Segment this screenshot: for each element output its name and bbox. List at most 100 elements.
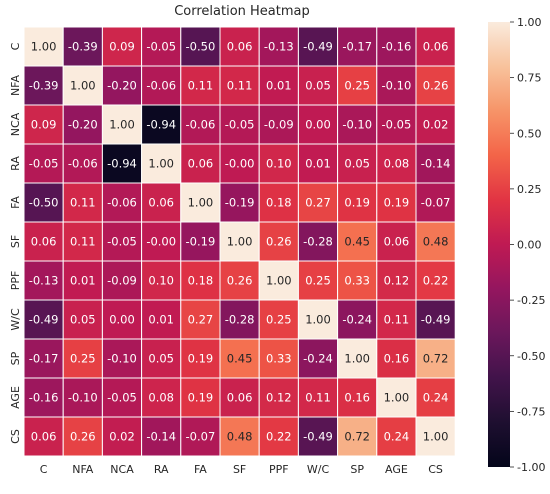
x-tick-label: AGE [385, 463, 408, 476]
heatmap-cell [376, 416, 417, 457]
cell-value-label: 0.01 [148, 313, 174, 327]
cell-value-label: 0.33 [266, 352, 292, 366]
y-tick-label: PPF [9, 271, 22, 291]
cell-value-label: 0.26 [423, 79, 449, 93]
colorbar [488, 22, 510, 467]
cell-value-label: 0.19 [384, 196, 410, 210]
cell-value-label: -0.94 [107, 157, 137, 171]
heatmap-cell [415, 416, 456, 457]
heatmap-cell [219, 221, 260, 262]
cell-value-label: -0.13 [264, 40, 294, 54]
heatmap-cell [297, 26, 339, 67]
heatmap-cell [297, 416, 339, 457]
cell-value-label: -0.09 [107, 274, 137, 288]
y-tick-label: FA [9, 196, 22, 209]
heatmap-cell [141, 182, 182, 223]
heatmap-cell [415, 26, 456, 67]
heatmap-cell [62, 260, 103, 301]
x-tick-label: C [40, 463, 48, 476]
cell-value-label: 0.11 [305, 391, 331, 405]
heatmap-cell [101, 143, 143, 184]
heatmap-cell [62, 26, 103, 67]
colorbar-tick-label: -0.50 [517, 350, 545, 363]
cell-value-label: 1.00 [384, 391, 410, 405]
colorbar-tick-label: 0.00 [517, 239, 542, 252]
cell-value-label: -0.10 [68, 391, 98, 405]
cell-value-label: 0.16 [344, 391, 370, 405]
cell-value-label: 0.11 [70, 235, 96, 249]
cell-value-label: -0.24 [303, 352, 333, 366]
heatmap-cell [180, 182, 221, 223]
cell-value-label: -0.10 [382, 79, 412, 93]
heatmap-cell [180, 299, 221, 340]
cell-value-label: -0.50 [186, 40, 216, 54]
heatmap-cell [415, 104, 456, 145]
y-tick-label: SP [9, 351, 22, 365]
cell-value-label: 0.05 [70, 313, 96, 327]
cell-value-label: 0.05 [344, 157, 370, 171]
heatmap-cell [23, 260, 64, 301]
cell-value-label: -0.06 [186, 118, 216, 132]
cell-value-label: -0.06 [107, 196, 137, 210]
y-tick-label: W/C [9, 308, 22, 331]
heatmap-cell [23, 221, 64, 262]
y-axis-tick-labels: C NFA NCA RA FA SF PPF W/C SP AGE CS [9, 42, 22, 443]
cell-value-label: -0.17 [342, 40, 372, 54]
colorbar-tick-label: 0.75 [517, 72, 542, 85]
cell-value-label: 0.26 [70, 430, 96, 444]
heatmap-cell [101, 377, 143, 418]
heatmap-cell [180, 104, 221, 145]
heatmap-cell [219, 299, 260, 340]
heatmap-cell [23, 299, 64, 340]
colorbar-tick-label: 1.00 [517, 16, 542, 29]
heatmap-cell [337, 221, 378, 262]
cell-value-label: 0.08 [384, 157, 410, 171]
heatmap-cell [23, 338, 64, 379]
cell-value-label: 0.26 [266, 235, 292, 249]
cell-value-label: 0.27 [188, 313, 214, 327]
heatmap-cell [415, 299, 456, 340]
cell-value-label: 0.00 [109, 313, 135, 327]
cell-value-label: 0.24 [384, 430, 410, 444]
x-tick-label: RA [154, 463, 169, 476]
heatmap-cell [101, 182, 143, 223]
cell-value-label: -0.05 [107, 391, 137, 405]
cell-value-label: 1.00 [31, 40, 57, 54]
heatmap-cell [337, 377, 378, 418]
x-tick-label: SF [233, 463, 246, 476]
heatmap-cell [376, 65, 417, 106]
cell-value-label: 0.10 [266, 157, 292, 171]
cell-value-label: 1.00 [227, 235, 253, 249]
cell-value-label: 0.11 [188, 79, 214, 93]
cell-value-label: -0.14 [146, 430, 176, 444]
heatmap-cell [337, 416, 378, 457]
heatmap-cell [415, 143, 456, 184]
cell-value-label: 0.33 [344, 274, 370, 288]
heatmap-cell [101, 65, 143, 106]
cell-value-label: 0.05 [305, 79, 331, 93]
heatmap-cell [337, 104, 378, 145]
x-tick-label: CS [428, 463, 443, 476]
heatmap-cell [258, 299, 299, 340]
heatmap-cell [219, 104, 260, 145]
cell-value-label: 1.00 [344, 352, 370, 366]
heatmap-cell [258, 182, 299, 223]
heatmap-cell [376, 182, 417, 223]
cell-value-label: -0.49 [29, 313, 59, 327]
heatmap-cell [376, 26, 417, 67]
heatmap-cell [337, 143, 378, 184]
x-tick-label: SP [350, 463, 364, 476]
cell-value-label: 0.08 [148, 391, 174, 405]
colorbar-ticks: 1.00 0.75 0.50 0.25 0.00 -0.25 -0.50 -0.75 -1.00 [510, 16, 545, 474]
colorbar-tick-label: -0.75 [517, 405, 545, 418]
heatmap-cell [415, 338, 456, 379]
cell-value-label: -0.28 [225, 313, 255, 327]
chart-title: Correlation Heatmap [174, 4, 310, 19]
heatmap-cell [141, 221, 182, 262]
y-tick-label: C [9, 42, 22, 50]
cell-value-label: 0.09 [109, 40, 135, 54]
cell-value-label: 0.16 [384, 352, 410, 366]
cell-value-label: 0.25 [305, 274, 331, 288]
cell-value-label: 0.11 [384, 313, 410, 327]
cell-value-label: 0.22 [266, 430, 292, 444]
